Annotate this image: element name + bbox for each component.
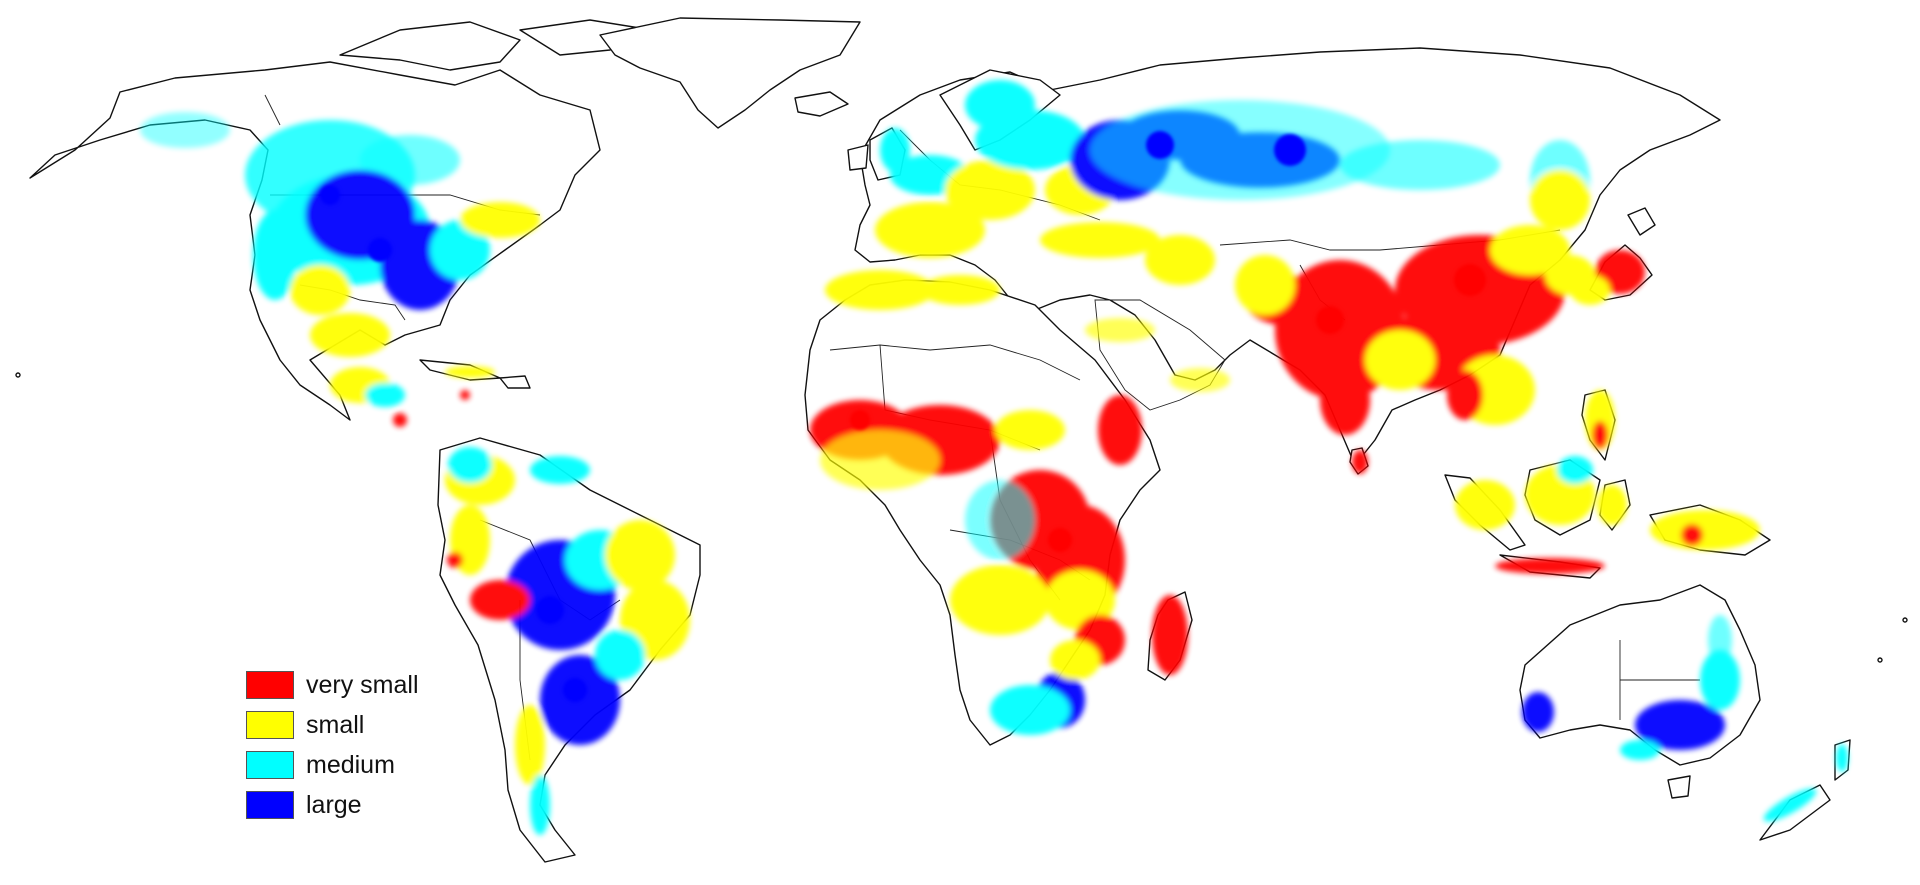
- size-overlay-detail: [320, 131, 1486, 702]
- legend-item-small: small: [246, 705, 419, 745]
- greenland-outline: [599, 17, 861, 129]
- arabia-outline: [1094, 299, 1226, 411]
- legend-swatch-small: [246, 711, 294, 739]
- legend-label-medium: medium: [306, 751, 395, 779]
- ireland-outline: [847, 144, 869, 171]
- legend-label-large: large: [306, 791, 362, 819]
- hokkaido-outline: [1627, 207, 1656, 236]
- legend-item-medium: medium: [246, 745, 419, 785]
- tasmania-outline: [1667, 775, 1691, 799]
- pacific-island: [1877, 657, 1883, 663]
- legend-swatch-large: [246, 791, 294, 819]
- pacific-island: [1902, 617, 1908, 623]
- legend-label-very-small: very small: [306, 671, 419, 699]
- legend-swatch-very-small: [246, 671, 294, 699]
- map-legend: very small small medium large: [246, 665, 419, 825]
- legend-swatch-medium: [246, 751, 294, 779]
- iceland-outline: [794, 91, 849, 117]
- arctic-islands-outline: [339, 21, 521, 71]
- hispaniola-outline: [499, 375, 531, 389]
- legend-label-small: small: [306, 711, 365, 739]
- pacific-island: [15, 372, 21, 378]
- legend-item-large: large: [246, 785, 419, 825]
- legend-item-very-small: very small: [246, 665, 419, 705]
